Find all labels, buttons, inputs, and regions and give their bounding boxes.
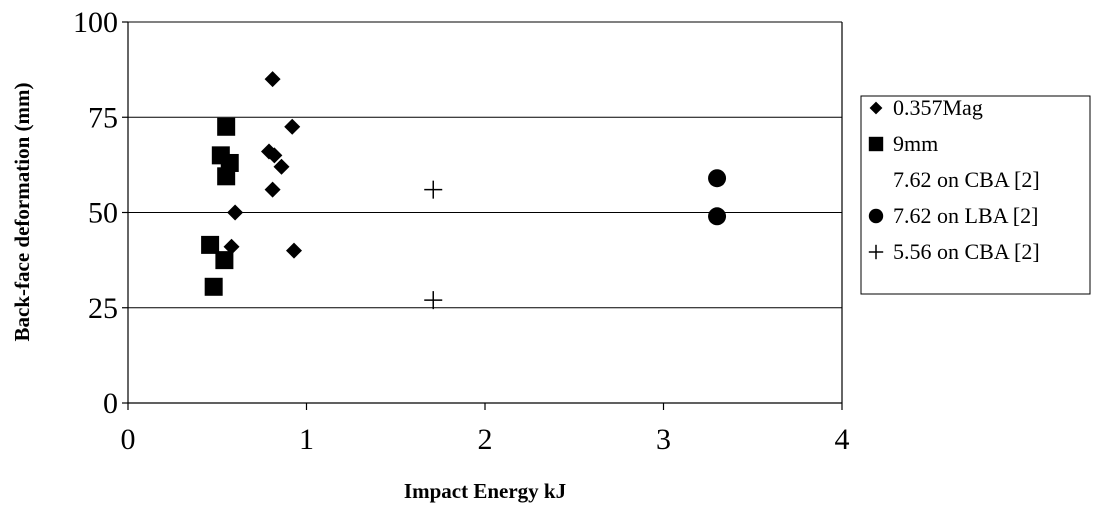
y-tick-label: 50 [88, 197, 118, 230]
legend-label: 5.56 on CBA [2] [893, 239, 1040, 264]
x-tick-label: 3 [656, 423, 671, 456]
x-tick-label: 0 [121, 423, 136, 456]
point-plus [424, 180, 443, 199]
legend-box [860, 95, 1091, 295]
legend-item: 9mm [868, 131, 938, 156]
point-diamond [264, 71, 281, 88]
point-circle [708, 169, 727, 188]
legend: 0.357Mag 9mm 7.62 on CBA [2] 7.62 on LBA [2… [860, 95, 1091, 295]
x-axis-title: Impact Energy kJ [404, 479, 566, 503]
y-tick-label: 75 [88, 101, 118, 134]
x-tick-label: 4 [835, 423, 850, 456]
point-diamond [273, 158, 290, 175]
y-tick-label: 25 [88, 292, 118, 325]
legend-label: 0.357Mag [893, 95, 983, 120]
legend-label: 9mm [893, 131, 938, 156]
ticks: 0 25 50 75 100 0 1 2 3 4 [73, 6, 850, 456]
y-tick-label: 100 [73, 6, 118, 39]
legend-items: 0.357Mag 9mm 7.62 on CBA [2] 7.62 on LBA [2… [868, 95, 1040, 264]
point-diamond [284, 118, 301, 135]
legend-item: 0.357Mag [869, 95, 983, 120]
x-tick-label: 1 [299, 423, 314, 456]
point-square [204, 277, 223, 296]
point-diamond [223, 238, 240, 255]
legend-marker-diamond [869, 101, 883, 115]
legend-label: 7.62 on LBA [2] [893, 203, 1038, 228]
point-square [217, 167, 236, 186]
legend-marker-plus [868, 244, 884, 260]
point-square [217, 117, 236, 136]
point-square [215, 251, 234, 270]
point-diamond [227, 204, 244, 221]
point-circle [708, 207, 727, 226]
x-tick-label: 2 [478, 423, 493, 456]
point-diamond [264, 181, 281, 198]
point-diamond [266, 147, 283, 164]
legend-marker-square [868, 136, 884, 152]
point-square [201, 235, 220, 254]
point-plus [424, 291, 443, 310]
y-axis-title: Back-face deformation (mm) [10, 83, 34, 342]
legend-item: 7.62 on CBA [2] [893, 167, 1040, 192]
legend-item: 7.62 on LBA [2] [868, 203, 1038, 228]
legend-label: 7.62 on CBA [2] [893, 167, 1040, 192]
legend-item: 5.56 on CBA [2] [868, 239, 1040, 264]
legend-marker-circle [868, 208, 884, 224]
y-tick-label: 0 [103, 387, 118, 420]
point-diamond [286, 242, 303, 259]
data-points [201, 71, 727, 310]
